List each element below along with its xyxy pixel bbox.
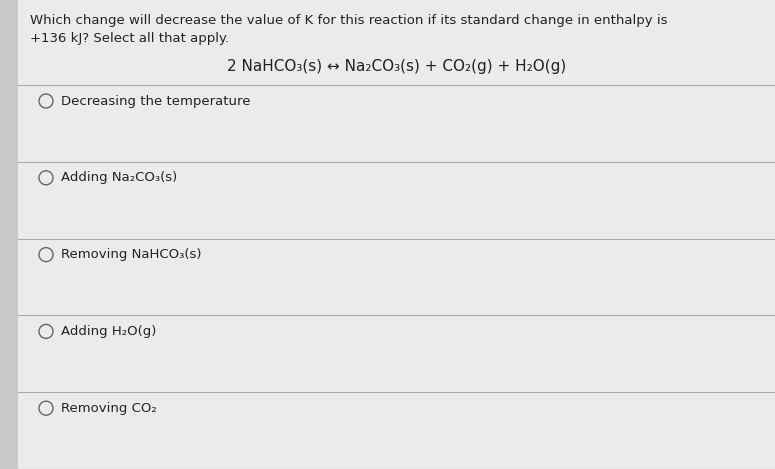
Text: Removing NaHCO₃(s): Removing NaHCO₃(s) [61, 248, 202, 261]
Text: Removing CO₂: Removing CO₂ [61, 402, 157, 415]
Text: 2 NaHCO₃(s) ↔ Na₂CO₃(s) + CO₂(g) + H₂O(g): 2 NaHCO₃(s) ↔ Na₂CO₃(s) + CO₂(g) + H₂O(g… [227, 59, 566, 74]
Text: +136 kJ? Select all that apply.: +136 kJ? Select all that apply. [30, 32, 229, 45]
Text: Which change will decrease the value of K for this reaction if its standard chan: Which change will decrease the value of … [30, 14, 667, 27]
Text: Adding H₂O(g): Adding H₂O(g) [61, 325, 157, 338]
Text: Decreasing the temperature: Decreasing the temperature [61, 94, 250, 107]
Text: Adding Na₂CO₃(s): Adding Na₂CO₃(s) [61, 171, 177, 184]
